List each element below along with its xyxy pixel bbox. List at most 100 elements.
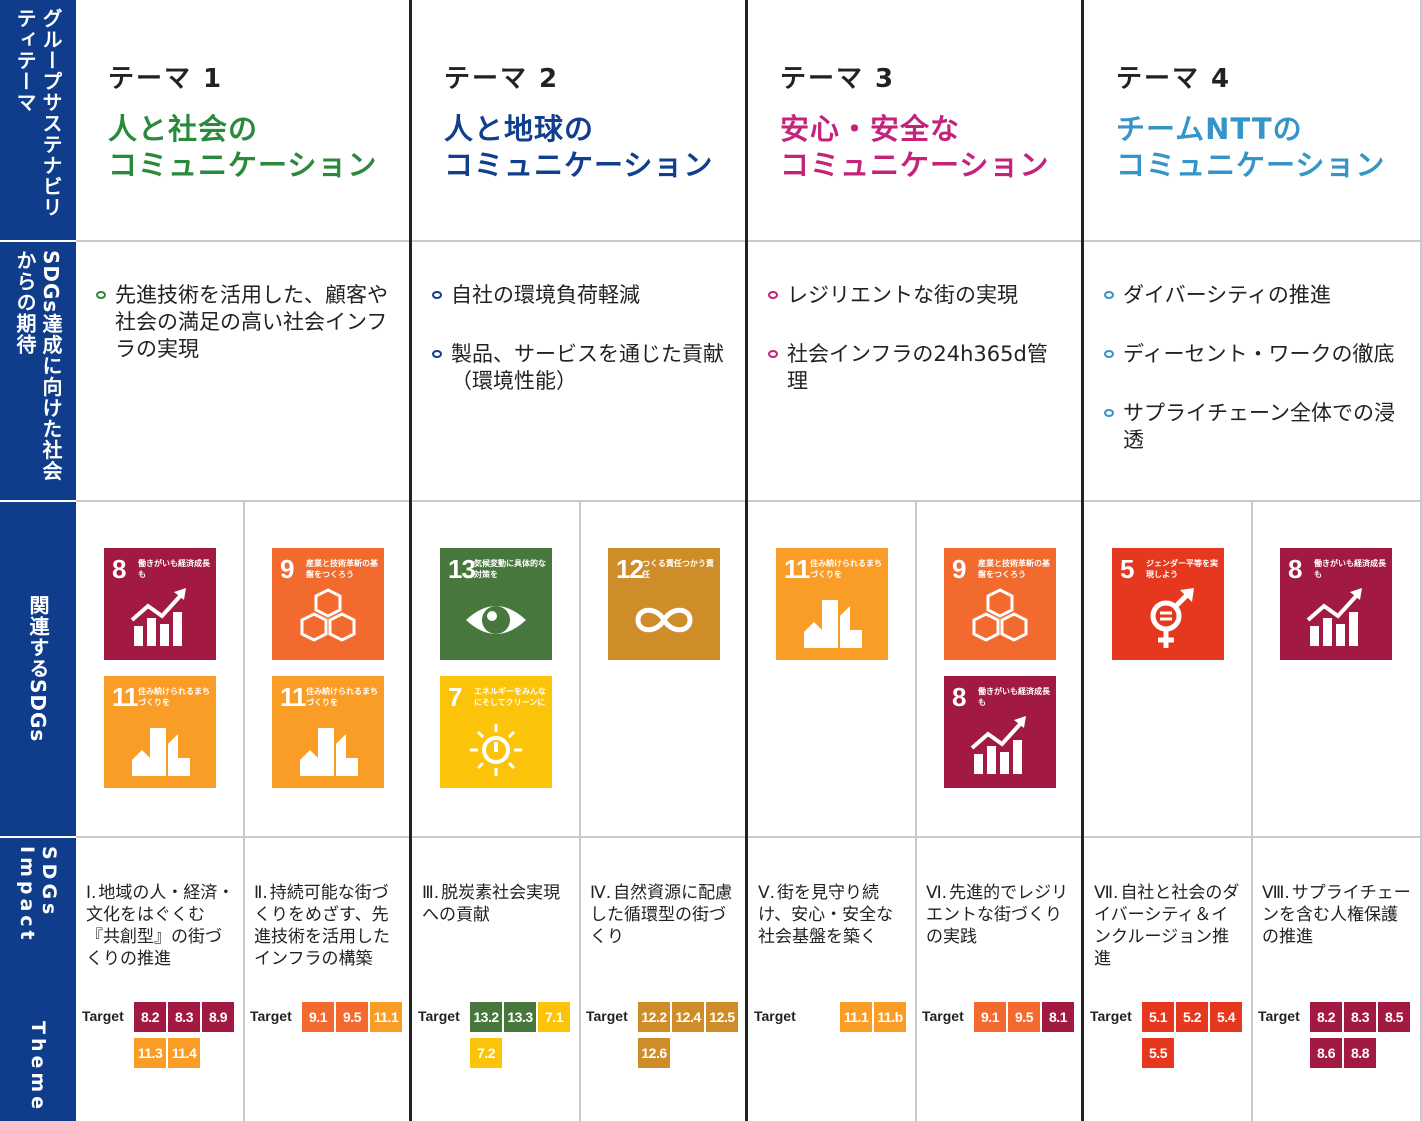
impact-2: Ⅱ. 持続可能な街づくりをめざす、先進技術を活用したインフラの構築: [254, 883, 390, 969]
divider: [76, 500, 1422, 502]
target-label: Target: [754, 1008, 796, 1024]
circle-bullet-icon: [432, 350, 442, 358]
circle-bullet-icon: [1104, 350, 1114, 358]
circle-bullet-icon: [1104, 409, 1114, 417]
target-chip: 8.3: [168, 1002, 200, 1032]
sdg-9-tile: 9 産業と技術革新の基盤をつくろう: [944, 548, 1056, 660]
rowhead-impact-label: SDGs Impact Theme: [0, 846, 76, 1113]
target-chip: 5.4: [1210, 1002, 1242, 1032]
theme-3-expectations: レジリエントな街の実現 社会インフラの24h365d管理: [768, 282, 1064, 427]
cubes-icon: [300, 588, 356, 642]
target-label: Target: [922, 1008, 964, 1024]
subcolumn-divider: [1251, 502, 1253, 1121]
list-item: 社会インフラの24h365d管理: [768, 341, 1064, 395]
city-icon: [804, 600, 862, 648]
subcolumn-divider: [915, 502, 917, 1121]
target-chip: 12.6: [638, 1038, 670, 1068]
target-chip: 8.6: [1310, 1038, 1342, 1068]
subcolumn-divider: [243, 502, 245, 1121]
target-chip: 12.2: [638, 1002, 670, 1032]
target-chip: 11.4: [168, 1038, 200, 1068]
earth-eye-icon: [466, 606, 526, 634]
target-chip: 9.5: [1008, 1002, 1040, 1032]
impact-7: Ⅶ. 自社と社会のダイバーシティ＆インクルージョン推進: [1094, 883, 1240, 969]
target-chip: 9.1: [974, 1002, 1006, 1032]
impact-6: Ⅵ. 先進的でレジリエントな街づくりの実践: [926, 883, 1069, 947]
impact-5: Ⅴ. 街を見守り続け、安心・安全な社会基盤を築く: [758, 883, 894, 947]
target-label: Target: [82, 1008, 124, 1024]
theme-title: チームNTTの: [1116, 112, 1303, 146]
target-chip: 8.2: [134, 1002, 166, 1032]
theme-number: テーマ 1: [108, 64, 224, 94]
theme-title: 安心・安全な: [780, 112, 961, 146]
sdg-11-tile: 11 住み続けられるまちづくりを: [104, 676, 216, 788]
theme-title: 人と地球の: [444, 112, 595, 146]
rowhead-theme-label: グループサステナビリティテーマ: [13, 8, 63, 218]
target-chip: 5.2: [1176, 1002, 1208, 1032]
target-label: Target: [418, 1008, 460, 1024]
impact-8: Ⅷ. サプライチェーンを含む人権保護の推進: [1262, 883, 1411, 947]
theme-number: テーマ 2: [444, 64, 560, 94]
target-chip: 8.2: [1310, 1002, 1342, 1032]
theme-number: テーマ 3: [780, 64, 896, 94]
target-chip: 9.1: [302, 1002, 334, 1032]
rowhead-impact-en: Theme: [27, 1020, 49, 1113]
gender-icon: [1150, 588, 1194, 648]
target-chip: 7.2: [470, 1038, 502, 1068]
sdg-7-tile: 7 エネルギーをみんなにそしてクリーンに: [440, 676, 552, 788]
growth-chart-icon: [970, 716, 1026, 774]
sdg-8-tile: 8 働きがいも経済成長も: [1280, 548, 1392, 660]
target-chip: 13.2: [470, 1002, 502, 1032]
column-divider: [745, 0, 748, 1121]
target-label: Target: [250, 1008, 292, 1024]
theme-title: コミュニケーション: [444, 148, 714, 182]
theme-3-heading: テーマ 3 安心・安全な コミュニケーション: [780, 58, 1049, 183]
city-icon: [300, 728, 358, 776]
target-chip: 11.b: [874, 1002, 906, 1032]
target-chip: 8.3: [1344, 1002, 1376, 1032]
list-item: 自社の環境負荷軽減: [432, 282, 742, 309]
target-chip: 8.8: [1344, 1038, 1376, 1068]
theme-2-heading: テーマ 2 人と地球の コミュニケーション: [444, 58, 713, 183]
column-divider: [1081, 0, 1084, 1121]
target-chip: 11.3: [134, 1038, 166, 1068]
circle-bullet-icon: [768, 350, 778, 358]
sdg-9-tile: 9 産業と技術革新の基盤をつくろう: [272, 548, 384, 660]
theme-title: 人と社会の: [108, 112, 259, 146]
list-item: 先進技術を活用した、顧客や社会の満足の高い社会インフラの実現: [96, 282, 392, 363]
circle-bullet-icon: [768, 291, 778, 299]
theme-4-expectations: ダイバーシティの推進 ディーセント・ワークの徹底 サプライチェーン全体での浸透: [1104, 282, 1404, 486]
target-chip: 12.5: [706, 1002, 738, 1032]
city-icon: [132, 728, 190, 776]
cubes-icon: [972, 588, 1028, 642]
theme-4-heading: テーマ 4 チームNTTの コミュニケーション: [1116, 58, 1385, 183]
target-chip: 9.5: [336, 1002, 368, 1032]
target-chip: 5.5: [1142, 1038, 1174, 1068]
sdg-8-tile: 8 働きがいも経済成長も: [944, 676, 1056, 788]
impact-4: Ⅳ. 自然資源に配慮した循環型の街づくり: [590, 883, 733, 947]
target-chip: 7.1: [538, 1002, 570, 1032]
sdg-5-tile: 5 ジェンダー平等を実現しよう: [1112, 548, 1224, 660]
column-divider: [409, 0, 412, 1121]
impact-1: Ⅰ. 地域の人・経済・文化をはぐくむ『共創型』の街づくりの推進: [86, 883, 235, 969]
theme-1-expectations: 先進技術を活用した、顧客や社会の満足の高い社会インフラの実現: [96, 282, 392, 395]
rowhead-theme: グループサステナビリティテーマ: [0, 0, 76, 240]
rowhead-sdgs: 関連するSDGs: [0, 502, 76, 836]
circle-bullet-icon: [96, 291, 106, 299]
rowhead-impact-ja: SDGs Impact: [16, 846, 60, 944]
target-chip: 8.1: [1042, 1002, 1074, 1032]
infinity-icon: [635, 607, 693, 633]
target-label: Target: [1090, 1008, 1132, 1024]
list-item: 製品、サービスを通じた貢献（環境性能）: [432, 341, 742, 395]
circle-bullet-icon: [1104, 291, 1114, 299]
rowhead-sdgs-label: 関連するSDGs: [26, 595, 50, 743]
rowhead-expect: SDGs達成に向けた社会からの期待: [0, 242, 76, 500]
theme-title: コミュニケーション: [1116, 148, 1386, 182]
right-border: [1420, 0, 1422, 1121]
subcolumn-divider: [579, 502, 581, 1121]
list-item: ダイバーシティの推進: [1104, 282, 1404, 309]
target-chip: 13.3: [504, 1002, 536, 1032]
divider: [76, 240, 1422, 242]
sdg-11-tile: 11 住み続けられるまちづくりを: [272, 676, 384, 788]
divider: [76, 836, 1422, 838]
